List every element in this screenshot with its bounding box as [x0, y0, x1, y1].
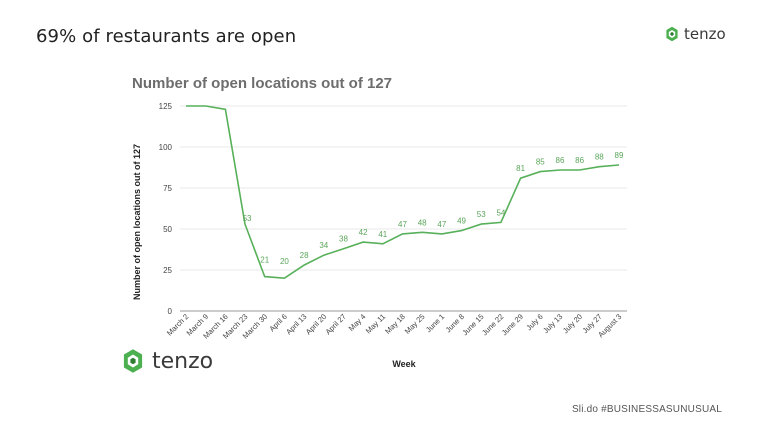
tenzo-logo-icon: [666, 26, 678, 42]
x-tick-label: April 13: [284, 312, 308, 336]
data-label: 53: [477, 210, 486, 219]
data-label: 42: [359, 228, 368, 237]
x-tick-label: May 25: [403, 312, 427, 336]
data-label: 88: [595, 153, 604, 162]
y-tick-label: 100: [159, 143, 173, 152]
x-tick-label: June 1: [424, 312, 446, 334]
data-label: 20: [280, 257, 289, 266]
data-label: 48: [418, 218, 427, 227]
x-tick-label: April 27: [324, 312, 348, 336]
data-label: 47: [437, 220, 446, 229]
x-tick-label: July 20: [561, 312, 584, 335]
data-labels: 53 21 20 28 34 38 42 41 47 48 47 49 53 54 81 85 86 86 88 89: [243, 151, 624, 266]
data-label: 38: [339, 235, 348, 244]
y-tick-label: 50: [163, 225, 172, 234]
data-label: 41: [378, 230, 387, 239]
data-label: 89: [615, 151, 624, 160]
data-label: 86: [556, 156, 565, 165]
y-tick-label: 0: [168, 307, 173, 316]
y-tick-label: 125: [159, 102, 173, 111]
data-label: 49: [457, 217, 466, 226]
x-tick-label: May 18: [383, 312, 407, 336]
data-label: 81: [516, 164, 525, 173]
y-tick-label: 25: [163, 266, 172, 275]
gridlines: [180, 105, 627, 312]
y-tick-label: 75: [163, 184, 172, 193]
data-label: 34: [319, 241, 328, 250]
brand-logo-top: tenzo: [664, 25, 726, 43]
brand-logo-bottom: tenzo: [120, 348, 213, 374]
data-label: 53: [243, 214, 252, 223]
series-line: [186, 105, 620, 280]
x-tick-label: June 29: [500, 312, 525, 337]
data-label: 21: [260, 256, 269, 265]
data-label: 28: [300, 251, 309, 260]
footer-hashtag: Sli.do #BUSINESSASUNUSUAL: [571, 404, 722, 415]
x-axis-title: Week: [392, 359, 416, 369]
data-label: 47: [398, 220, 407, 229]
slide-title: 69% of restaurants are open: [36, 26, 297, 47]
tenzo-logo-icon: [123, 349, 143, 373]
x-tick-label: July 13: [541, 312, 564, 335]
y-tick-labels: 0 25 50 75 100 125: [159, 102, 173, 316]
chart-title: Number of open locations out of 127: [132, 75, 393, 92]
y-axis-title: Number of open locations out of 127: [132, 144, 142, 300]
x-tick-label: April 20: [304, 312, 328, 336]
data-label: 54: [496, 208, 505, 217]
brand-name: tenzo: [152, 348, 214, 374]
data-label: 86: [575, 156, 584, 165]
data-label: 85: [536, 158, 545, 167]
x-tick-label: May 11: [364, 312, 387, 335]
brand-name: tenzo: [684, 25, 726, 43]
